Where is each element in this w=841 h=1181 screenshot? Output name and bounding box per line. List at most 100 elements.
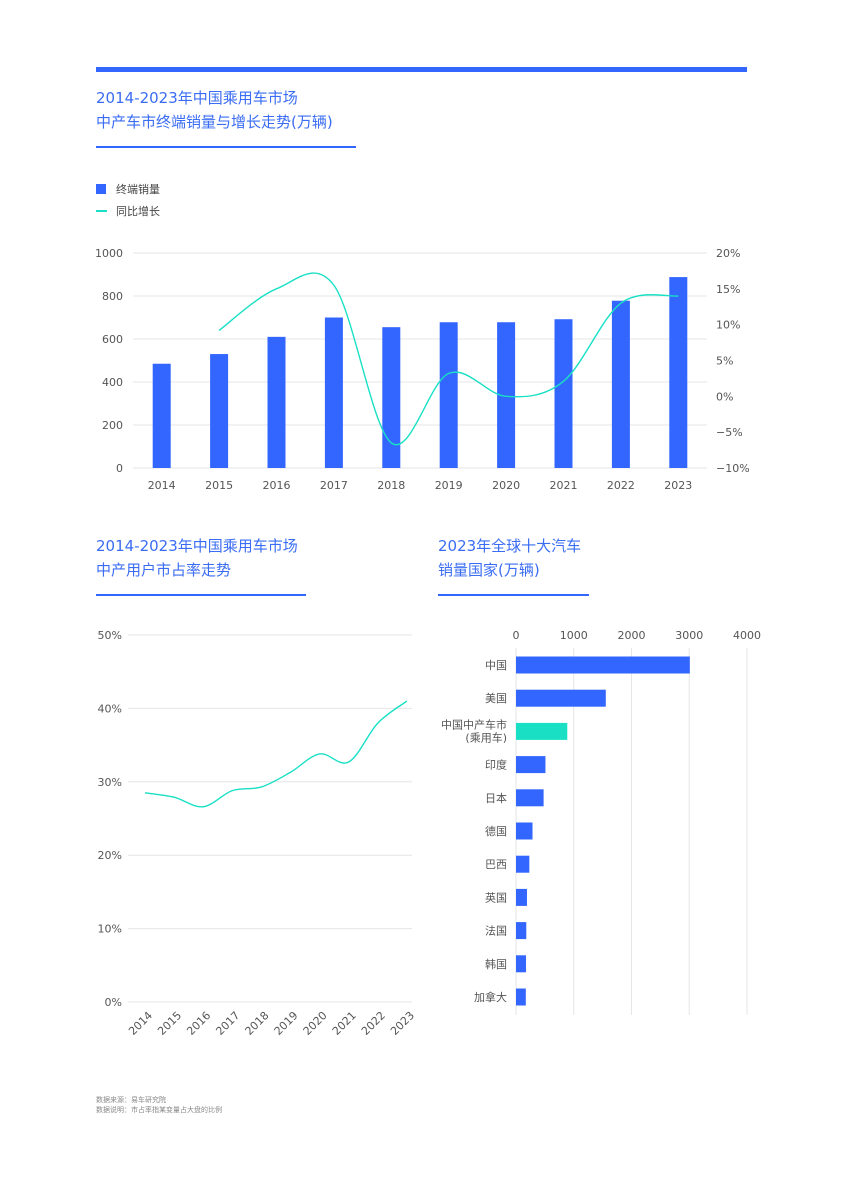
y-tick-label: 10%	[98, 923, 122, 936]
chart3-title-line1: 2023年全球十大汽车	[438, 537, 582, 555]
y2-tick-label: −10%	[716, 462, 750, 475]
x-tick-label: 2020	[492, 479, 520, 492]
x-tick-label: 2017	[320, 479, 348, 492]
country-bar	[516, 922, 527, 940]
y2-tick-label: 15%	[716, 283, 740, 296]
x-tick-label: 2016	[263, 479, 291, 492]
chart1-title-line1: 2014-2023年中国乘用车市场	[96, 89, 298, 107]
x-tick-label: 2014	[148, 479, 176, 492]
category-label-line: 中国	[485, 659, 507, 672]
y2-tick-label: −5%	[716, 426, 743, 439]
x-tick-label: 2015	[205, 479, 233, 492]
country-bar	[516, 656, 690, 674]
category-label: 巴西	[485, 858, 507, 871]
category-label: 德国	[485, 824, 507, 838]
y2-tick-label: 20%	[716, 247, 740, 260]
y-tick-label: 200	[102, 419, 123, 432]
category-label: 印度	[485, 758, 507, 772]
x-tick-label: 0	[513, 629, 520, 642]
x-tick-label: 2022	[359, 1009, 388, 1038]
footnotes: 数据来源：易车研究院 数据说明：市占率指某变量占大盘的比例	[96, 1095, 222, 1115]
y-tick-label: 600	[102, 333, 123, 346]
country-bar	[516, 955, 526, 973]
category-label: 法国	[485, 924, 507, 938]
category-label-line: 英国	[485, 890, 507, 904]
chart1-legend: 终端销量 同比增长	[96, 178, 160, 222]
category-label-line: (乘用车)	[465, 730, 507, 744]
chart3-title-underline	[438, 594, 589, 596]
y2-tick-label: 10%	[716, 319, 740, 332]
sales-bar	[669, 277, 688, 468]
sales-bar	[611, 300, 630, 468]
x-tick-label: 2016	[184, 1009, 213, 1038]
legend-item-sales: 终端销量	[96, 178, 160, 200]
country-bar	[516, 855, 530, 873]
x-tick-label: 2000	[618, 629, 646, 642]
country-bar	[516, 888, 527, 906]
x-tick-label: 2021	[550, 479, 578, 492]
chart1-title-line2: 中产车市终端销量与增长走势(万辆)	[96, 113, 333, 131]
sales-growth-chart: 0 200 400 600 800 1000 −10% −5% 0% 5% 10% 15% 20% 201…	[95, 247, 750, 492]
x-tick-label: 2018	[243, 1009, 272, 1038]
legend-bar-swatch	[96, 184, 106, 194]
category-label-line: 巴西	[485, 858, 507, 871]
category-label: 韩国	[485, 957, 507, 971]
x-tick-label: 2015	[155, 1009, 184, 1038]
category-label-line: 韩国	[485, 957, 507, 971]
x-tick-label: 2018	[377, 479, 405, 492]
sales-bar	[324, 317, 343, 468]
category-label: 中国	[485, 659, 507, 672]
chart1-title-underline	[96, 146, 356, 148]
y-tick-label: 20%	[98, 849, 122, 862]
x-tick-label: 3000	[675, 629, 703, 642]
data-source-note: 数据来源：易车研究院	[96, 1096, 166, 1104]
y-tick-label: 800	[102, 290, 123, 303]
country-bar	[516, 722, 568, 740]
legend-line-label: 同比增长	[116, 205, 160, 218]
chart2-title-line2: 中产用户市占率走势	[96, 561, 232, 579]
growth-line	[218, 272, 679, 446]
sales-bar	[152, 363, 171, 468]
y-tick-label: 1000	[95, 247, 123, 260]
y-tick-label: 0%	[105, 996, 122, 1009]
x-tick-label: 2023	[664, 479, 692, 492]
x-tick-label: 2019	[272, 1009, 301, 1038]
y-tick-label: 50%	[98, 629, 122, 642]
x-tick-label: 4000	[733, 629, 761, 642]
x-tick-label: 2023	[388, 1009, 417, 1038]
sales-bar	[267, 336, 286, 468]
category-label-line: 中国中产车市	[441, 717, 507, 731]
chart1-title: 2014-2023年中国乘用车市场 中产车市终端销量与增长走势(万辆)	[96, 86, 333, 134]
sales-bar	[439, 322, 458, 468]
share-line	[144, 700, 408, 808]
category-label: 日本	[485, 791, 507, 805]
category-label-line: 日本	[485, 791, 507, 805]
category-label: 加拿大	[474, 990, 507, 1004]
category-label: 英国	[485, 890, 507, 904]
x-tick-label: 1000	[560, 629, 588, 642]
sales-bar	[382, 327, 401, 468]
x-tick-label: 2014	[126, 1009, 155, 1038]
sales-bar	[554, 319, 573, 468]
y-tick-label: 400	[102, 376, 123, 389]
x-tick-label: 2020	[301, 1009, 330, 1038]
category-label: 美国	[485, 692, 507, 705]
x-tick-label: 2021	[330, 1009, 359, 1038]
data-explain-note: 数据说明：市占率指某变量占大盘的比例	[96, 1106, 222, 1114]
category-label-line: 法国	[485, 924, 507, 938]
market-share-chart: 0% 10% 20% 30% 40% 50% 2014 2015 2016 2017 2018 201…	[98, 629, 417, 1038]
chart3-title-line2: 销量国家(万辆)	[438, 561, 540, 579]
x-tick-label: 2017	[213, 1009, 242, 1038]
legend-item-growth: 同比增长	[96, 200, 160, 222]
legend-line-swatch	[96, 210, 107, 212]
x-tick-label: 2022	[607, 479, 635, 492]
chart2-title: 2014-2023年中国乘用车市场 中产用户市占率走势	[96, 534, 298, 582]
chart3-title: 2023年全球十大汽车 销量国家(万辆)	[438, 534, 581, 582]
top-accent-bar	[96, 67, 747, 72]
category-label-line: 印度	[485, 758, 507, 772]
country-bar	[516, 756, 546, 774]
chart2-title-underline	[96, 594, 306, 596]
y-tick-label: 40%	[98, 702, 122, 715]
